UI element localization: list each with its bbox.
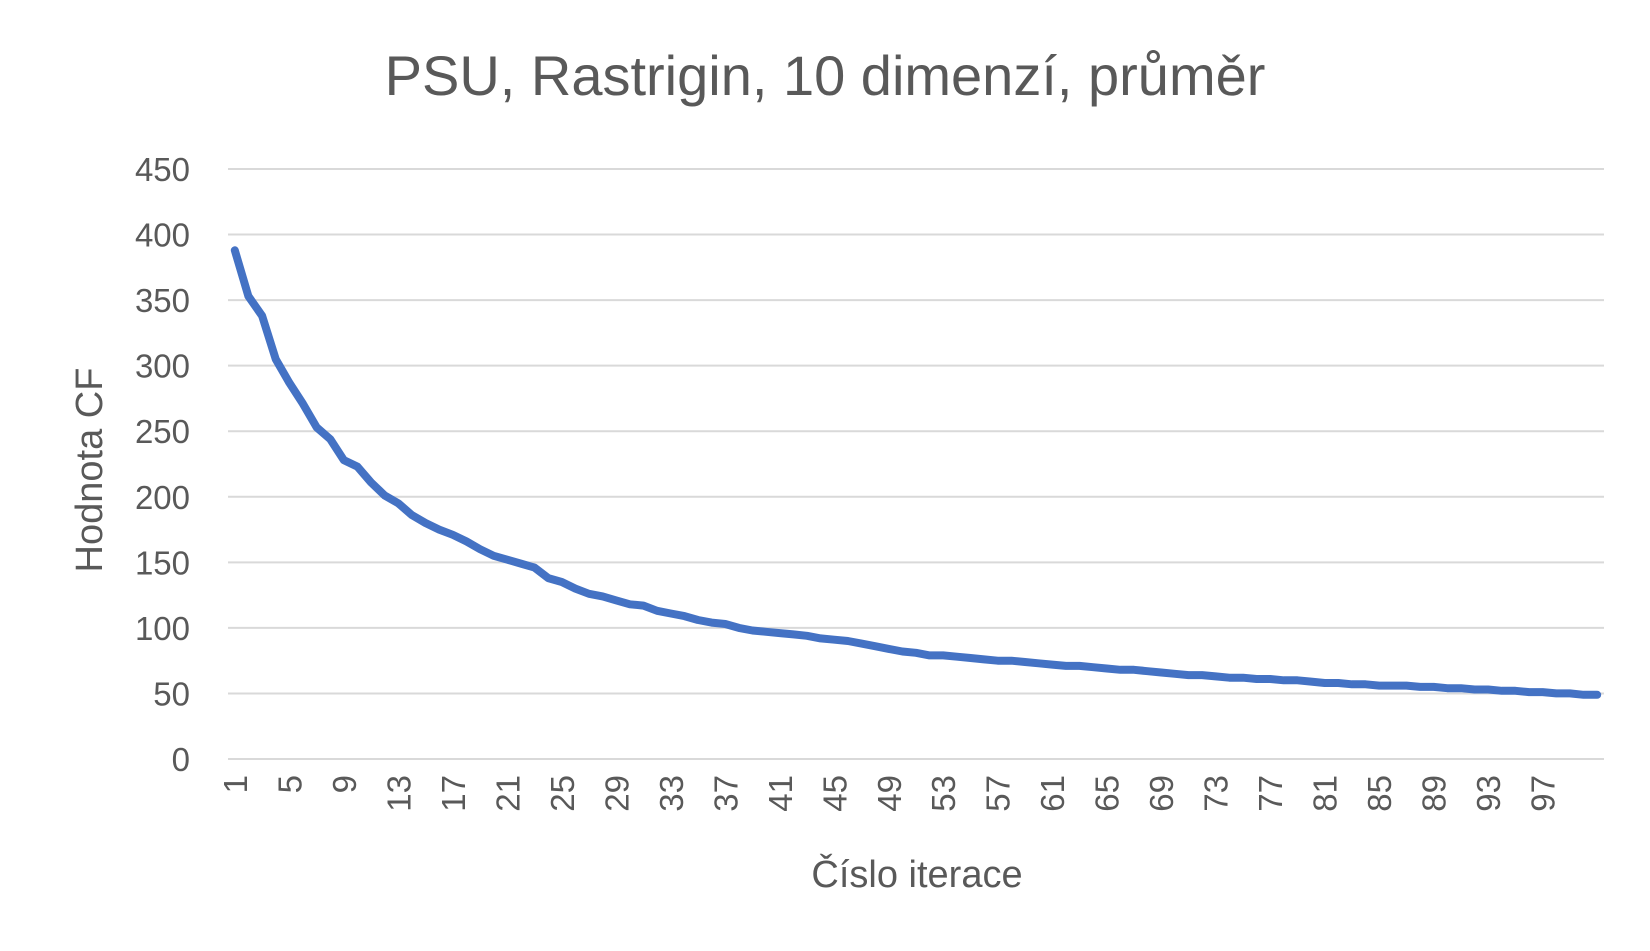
series-line-0 xyxy=(230,246,1602,699)
x-tick-label: 49 xyxy=(871,775,908,812)
x-tick-label: 93 xyxy=(1470,775,1507,812)
x-tick-label: 21 xyxy=(489,775,526,812)
y-axis-title: Hodnota CF xyxy=(69,368,111,573)
x-tick-label: 81 xyxy=(1307,775,1344,812)
x-axis-title: Číslo iterace xyxy=(811,852,1022,896)
x-tick-label: 45 xyxy=(816,775,853,812)
x-tick-label: 41 xyxy=(762,775,799,812)
y-tick-label: 350 xyxy=(135,282,190,319)
series-layer xyxy=(230,246,1602,699)
x-tick-label: 61 xyxy=(1034,775,1071,812)
x-tick-label: 5 xyxy=(271,775,308,793)
x-tick-label: 13 xyxy=(380,775,417,812)
y-tick-label: 200 xyxy=(135,479,190,516)
y-tick-label: 50 xyxy=(153,675,190,712)
y-tick-label: 250 xyxy=(135,413,190,450)
gridlines xyxy=(228,168,1604,760)
y-tick-label: 100 xyxy=(135,610,190,647)
x-tick-label: 73 xyxy=(1198,775,1235,812)
x-tick-label: 33 xyxy=(653,775,690,812)
x-tick-label: 77 xyxy=(1252,775,1289,812)
x-axis-ticks: 1 5 9 13 17 21 25 29 33 37 41 45 49 53 57 61 65 69 73 77 81 8… xyxy=(217,775,1562,812)
y-tick-label: 0 xyxy=(172,741,190,778)
x-tick-label: 17 xyxy=(435,775,472,812)
x-tick-label: 37 xyxy=(707,775,744,812)
x-tick-label: 53 xyxy=(925,775,962,812)
y-tick-label: 400 xyxy=(135,217,190,254)
x-tick-label: 89 xyxy=(1416,775,1453,812)
y-tick-label: 450 xyxy=(135,151,190,188)
x-tick-label: 69 xyxy=(1143,775,1180,812)
y-tick-label: 150 xyxy=(135,544,190,581)
x-tick-label: 65 xyxy=(1089,775,1126,812)
x-tick-label: 29 xyxy=(598,775,635,812)
x-tick-label: 9 xyxy=(326,775,363,793)
x-tick-label: 85 xyxy=(1361,775,1398,812)
x-tick-label: 25 xyxy=(544,775,581,812)
y-tick-label: 300 xyxy=(135,348,190,385)
x-tick-label: 1 xyxy=(217,775,254,793)
chart-title: PSU, Rastrigin, 10 dimenzí, průměr xyxy=(385,44,1266,107)
x-tick-label: 97 xyxy=(1525,775,1562,812)
x-tick-label: 57 xyxy=(980,775,1017,812)
y-axis-ticks: 0 50 100 150 200 250 300 350 400 450 xyxy=(135,151,190,778)
